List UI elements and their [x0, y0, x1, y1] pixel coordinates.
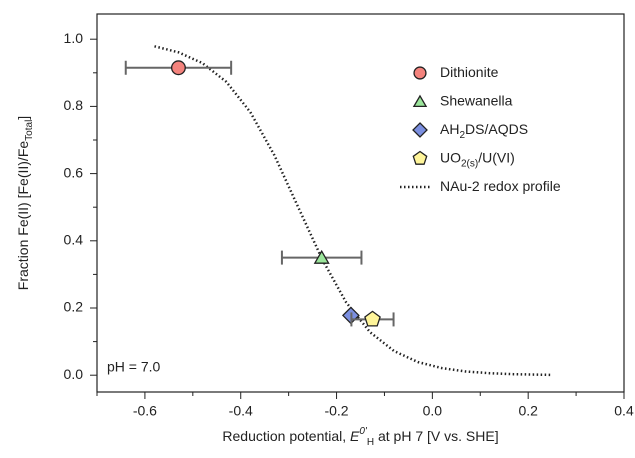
x-tick-label: -0.6: [133, 403, 157, 419]
text-part: H: [367, 437, 374, 448]
text-part: DS/AQDS: [465, 121, 528, 137]
y-tick-label: 1.0: [64, 30, 84, 46]
text-part: /U(VI): [478, 149, 515, 165]
text-part: Fraction Fe(II) [Fe(II)/Fe: [15, 141, 31, 291]
legend-label: UO2(s)/U(VI): [440, 149, 515, 169]
legend-marker: [412, 122, 428, 138]
y-tick-label: 0.6: [64, 164, 84, 180]
text-part: 2(s): [461, 159, 478, 170]
point: [313, 249, 330, 264]
x-tick-label: -0.4: [229, 403, 253, 419]
text-part: at pH 7 [V vs. SHE]: [374, 428, 499, 444]
point: [364, 310, 381, 327]
y-tick-label: 0.8: [64, 97, 84, 113]
text-part: Reduction potential,: [222, 428, 350, 444]
legend-marker: [413, 66, 427, 80]
y-tick-label: 0.0: [64, 366, 84, 382]
text-part: E: [350, 428, 360, 444]
x-tick-label: 0.4: [614, 403, 634, 419]
legend-marker: [412, 94, 428, 108]
legend-label: NAu-2 redox profile: [440, 178, 561, 194]
text-part: Shewanella: [440, 92, 513, 108]
annotation: pH = 7.0: [107, 359, 161, 375]
text-part: 0': [359, 426, 368, 437]
legend-label: Shewanella: [440, 92, 513, 108]
text-part: Dithionite: [440, 64, 499, 80]
profile-line: [154, 45, 553, 377]
text-part: UO: [440, 149, 461, 165]
y-axis-label: Fraction Fe(II) [Fe(II)/FeTotal]: [15, 116, 35, 290]
legend-label: Dithionite: [440, 64, 499, 80]
x-tick-label: -0.2: [324, 403, 348, 419]
text-part: NAu-2 redox profile: [440, 178, 561, 194]
x-axis-label: Reduction potential, E0'H at pH 7 [V vs.…: [222, 426, 498, 448]
text-part: 2: [459, 130, 465, 141]
y-tick-label: 0.4: [64, 232, 84, 248]
plot-frame: [96, 13, 625, 393]
text-part: AH: [440, 121, 459, 137]
legend-label: AH2DS/AQDS: [440, 121, 528, 141]
x-tick-label: 0.0: [423, 403, 443, 419]
point: [170, 60, 186, 76]
x-tick-label: 0.2: [518, 403, 538, 419]
y-tick-label: 0.2: [64, 299, 84, 315]
text-part: Total: [24, 120, 35, 141]
legend-marker: [412, 150, 428, 165]
text-part: ]: [15, 116, 31, 120]
